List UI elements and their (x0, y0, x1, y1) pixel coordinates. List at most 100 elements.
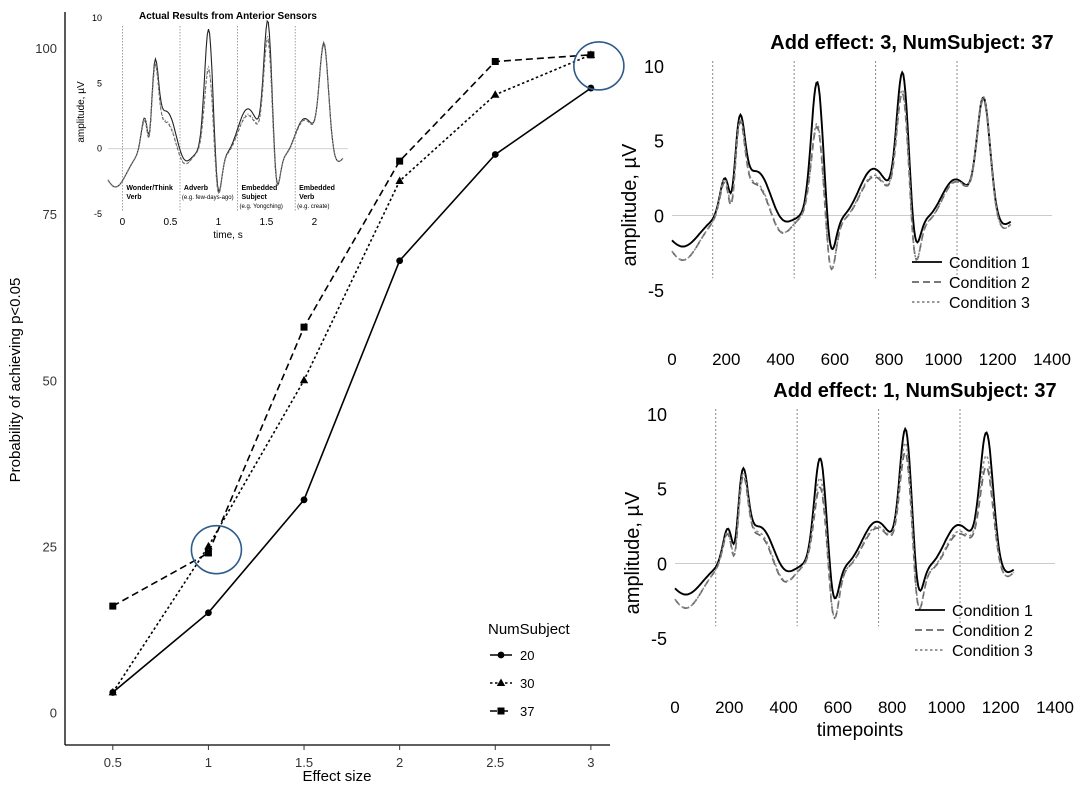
x-tick-label: 0.5 (104, 755, 122, 770)
y-tick-label: 0 (50, 705, 57, 720)
chart-title: Add effect: 3, NumSubject: 37 (770, 32, 1053, 54)
legend-label-30: 30 (520, 676, 534, 691)
inset-segment-label: Verb (126, 194, 141, 201)
point-30 (491, 90, 500, 98)
inset-segment-label: (e.g. few-days-ago) (182, 195, 234, 201)
x-tick-label: 1200 (979, 350, 1017, 369)
y-tick-label: 100 (35, 41, 57, 56)
y-tick-label: 0 (654, 206, 664, 226)
inset-x-axis-label: time, s (213, 230, 242, 241)
series-line-37 (112, 54, 591, 607)
y-tick-label: 50 (43, 373, 57, 388)
x-tick-label: 600 (821, 350, 849, 369)
x-tick-label: 600 (824, 698, 852, 717)
inset-x-tick-label: 2 (312, 217, 318, 228)
inset-segment-label: Wonder/Think (126, 185, 173, 192)
point-37 (204, 549, 212, 557)
point-37 (491, 57, 499, 65)
legend-label: Condition 1 (949, 255, 1030, 272)
series-line-30 (112, 54, 592, 693)
x-tick-label: 1200 (982, 698, 1020, 717)
x-tick-label: 0 (670, 698, 679, 717)
inset-title: Actual Results from Anterior Sensors (139, 11, 317, 22)
y-tick-label: 5 (657, 480, 667, 500)
legend-marker-20 (497, 651, 505, 659)
legend-label: Condition 3 (952, 643, 1033, 660)
legend-label-20: 20 (520, 648, 534, 663)
x-tick-label: 0 (667, 350, 676, 369)
legend-label-37: 37 (520, 704, 534, 719)
y-tick-label: 10 (647, 405, 667, 425)
erp-line-condition-3 (674, 441, 1015, 619)
legend-label: Condition 2 (952, 623, 1033, 640)
x-tick-label: 1000 (925, 350, 963, 369)
x-tick-label: 1.5 (295, 755, 313, 770)
y-tick-label: -5 (651, 629, 667, 649)
legend-label: Condition 3 (949, 295, 1030, 312)
y-tick-label: 10 (644, 57, 664, 77)
x-tick-label: 200 (712, 350, 740, 369)
series-line-20 (112, 87, 592, 694)
legend-title: NumSubject (488, 621, 571, 638)
erp-line-condition-2 (671, 91, 1012, 271)
point-30 (395, 176, 404, 185)
inset-y-tick-label: 0 (97, 144, 102, 154)
y-tick-label: 25 (43, 539, 57, 554)
y-axis-label: Probability of achieving p<0.05 (7, 278, 24, 483)
x-tick-label: 1400 (1036, 698, 1074, 717)
point-20 (396, 257, 404, 265)
x-tick-label: 800 (878, 698, 906, 717)
y-axis-label: amplitude, µV (619, 143, 641, 266)
y-tick-label: 0 (657, 554, 667, 574)
inset-erp-line (107, 19, 344, 193)
erp-line-condition-1 (674, 426, 1015, 600)
x-tick-label: 400 (769, 698, 797, 717)
inset-y-tick-label: -5 (94, 209, 102, 219)
point-37 (396, 157, 404, 165)
inset-x-tick-label: 0.5 (163, 217, 177, 228)
inset-y-tick-label: 10 (92, 13, 102, 23)
top-right-chart: Add effect: 3, NumSubject: 37 -5 0 5 10 0 200 4… (619, 32, 1071, 369)
y-tick-label: -5 (648, 281, 664, 301)
y-tick-label: 75 (43, 207, 57, 222)
point-30 (108, 687, 118, 696)
y-tick-label: 5 (654, 132, 664, 152)
chart-title: Add effect: 1, NumSubject: 37 (773, 380, 1056, 402)
x-axis-label: Effect size (303, 768, 372, 785)
inset-x-tick-label: 1.5 (259, 217, 273, 228)
x-tick-label: 1400 (1033, 350, 1071, 369)
inset-y-tick-label: 5 (97, 78, 102, 88)
point-20 (300, 496, 308, 504)
legend-label: Condition 1 (952, 603, 1033, 620)
legend-label: Condition 2 (949, 275, 1030, 292)
point-20 (205, 609, 212, 617)
point-37 (109, 602, 117, 610)
inset-segment-label: Embedded (242, 185, 278, 192)
inset-segment-label: (e.g. Yongching) (240, 204, 283, 210)
inset-segment-label: Subject (242, 194, 268, 201)
inset-segment-label: Adverb (184, 185, 208, 192)
inset-chart: Actual Results from Anterior Sensors -5 0 5… (76, 11, 348, 241)
erp-line-condition-1 (671, 70, 1012, 251)
point-20 (491, 151, 499, 158)
x-tick-label: 3 (587, 755, 594, 770)
point-37 (300, 323, 308, 331)
bottom-right-chart: Add effect: 1, NumSubject: 37 -5 0 5 10 0 200 4… (622, 380, 1074, 741)
highlight-circle (190, 524, 243, 575)
x-tick-label: 800 (875, 350, 903, 369)
inset-segment-label: Verb (299, 194, 314, 201)
inset-erp-line (107, 34, 344, 195)
x-tick-label: 2.5 (486, 755, 504, 770)
inset-segment-label: Embedded (299, 185, 335, 192)
x-tick-label: 2 (396, 755, 403, 770)
inset-segment-label: (e.g. create) (297, 204, 329, 210)
inset-x-tick-label: 1 (216, 217, 222, 228)
y-axis-label: amplitude, µV (622, 491, 644, 614)
highlight-circle (573, 41, 625, 91)
inset-y-axis-label: amplitude, µV (76, 81, 87, 143)
inset-x-tick-label: 0 (120, 217, 126, 228)
x-tick-label: 400 (766, 350, 794, 369)
inset-erp-line (107, 37, 344, 195)
x-tick-label: 1000 (928, 698, 966, 717)
